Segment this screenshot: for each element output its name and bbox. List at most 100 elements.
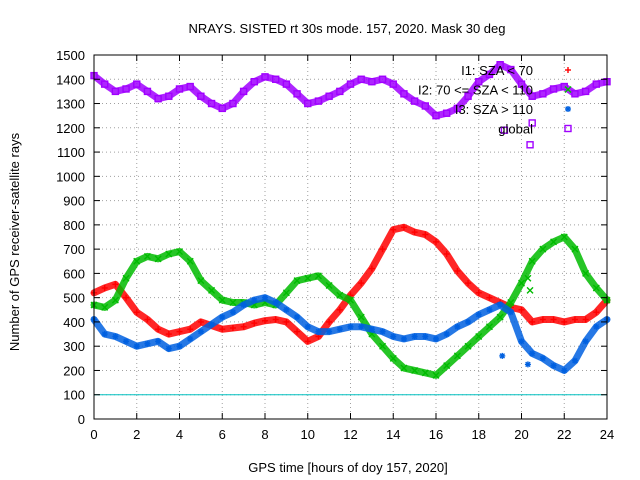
data-point [154,94,162,103]
data-point [400,224,407,231]
legend-label: global [498,122,533,137]
data-point [379,246,386,253]
data-point [528,257,536,265]
y-tick-label: 1000 [56,169,85,184]
data-point [176,248,183,256]
data-point [186,82,194,91]
data-point [143,252,151,260]
data-point [368,326,375,333]
data-point [592,284,600,292]
data-point [410,97,419,105]
data-point [262,317,268,324]
data-point [122,85,130,93]
data-point [304,99,312,108]
data-point [111,296,119,304]
data-point [465,280,472,287]
data-point [475,311,482,318]
y-tick-label: 1200 [56,121,85,136]
data-point [314,272,322,280]
y-tick-label: 900 [63,194,85,209]
data-point [433,335,439,342]
data-point [315,328,322,335]
data-point [218,104,226,113]
x-tick-label: 16 [429,427,443,442]
data-point [560,82,568,91]
data-point [507,299,515,307]
data-point [443,362,451,370]
data-point [379,342,387,350]
legend-label: I2: 70 <= SZA < 110 [418,83,533,98]
data-point [250,77,259,86]
x-axis-label: GPS time [hours of doy 157, 2020] [248,460,447,475]
data-point [550,362,557,369]
data-point [475,332,483,340]
data-point [218,296,226,304]
data-point [550,238,558,246]
data-point [571,316,578,323]
data-point [101,284,108,291]
data-point [208,286,216,294]
data-point [112,281,119,288]
plot-area [90,61,611,379]
data-point [251,297,258,304]
x-tick-label: 22 [557,427,571,442]
data-point [433,238,439,245]
y-tick-label: 800 [63,218,85,233]
data-point [251,320,258,327]
legend-marker [565,106,571,112]
data-point [240,323,247,330]
data-point [454,267,461,274]
data-point [368,77,376,86]
data-point [464,92,472,100]
data-point [582,338,589,345]
data-point [314,97,323,105]
data-point [294,314,301,321]
data-point [133,257,141,265]
data-point [336,326,343,333]
outlier-point [524,274,532,282]
data-point [443,331,450,338]
outlier-point [499,352,506,359]
data-point [272,299,279,306]
data-point [529,350,536,357]
y-tick-label: 700 [63,242,85,257]
data-point [143,87,152,96]
data-point [187,326,194,333]
y-tick-label: 300 [63,339,85,354]
data-point [154,255,162,263]
data-point [475,289,482,296]
data-point [336,291,344,299]
data-point [271,75,280,83]
data-point [582,269,590,277]
x-tick-label: 4 [176,427,183,442]
data-point [336,306,343,313]
data-point [432,111,440,120]
data-point [155,338,162,345]
data-point [219,326,226,333]
chart-title: NRAYS. SISTED rt 30s mode. 157, 2020. Ma… [189,21,506,36]
data-point [453,352,461,360]
data-point [539,355,546,362]
y-tick-label: 500 [63,291,85,306]
data-point [389,354,397,362]
data-point [571,90,579,98]
data-point [582,316,589,323]
data-point [379,328,386,335]
data-point [507,65,515,74]
data-point [347,296,354,304]
data-point [326,328,333,335]
data-point [133,80,141,88]
data-point [411,229,418,236]
data-point [304,323,311,330]
y-tick-label: 600 [63,266,85,281]
data-point [229,309,236,316]
data-point [593,323,600,330]
data-point [517,80,526,88]
series-3 [90,61,611,120]
x-tick-label: 20 [514,427,528,442]
data-point [304,338,311,345]
x-tick-label: 12 [343,427,357,442]
data-point [539,245,547,253]
data-point [592,80,601,88]
data-point [100,80,109,88]
